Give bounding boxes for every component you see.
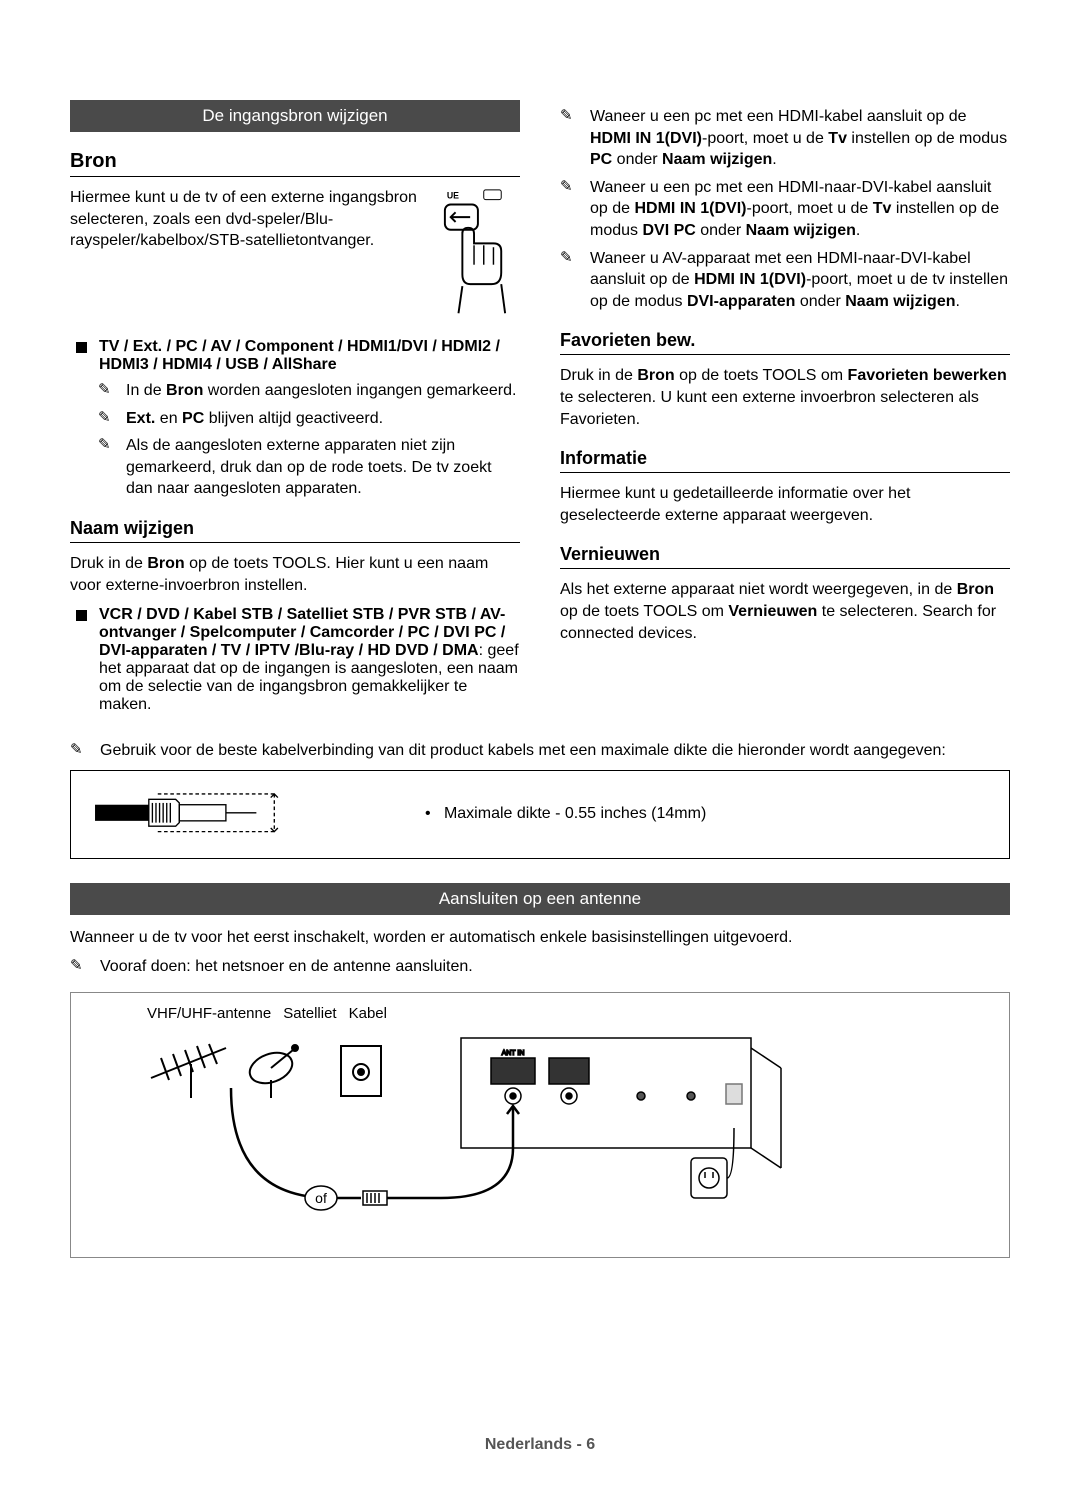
antenna-diagram-box: VHF/UHF-antenne Satelliet Kabel [70,992,1010,1258]
label-kabel: Kabel [349,1005,387,1022]
naam-device-list: VCR / DVD / Kabel STB / Satelliet STB / … [99,606,520,714]
naam-intro: Druk in de Bron op de toets TOOLS. Hier … [70,553,520,596]
informatie-body: Hiermee kunt u gedetailleerde informatie… [560,483,1010,526]
note-icon: ✎ [98,435,118,500]
bron-note-3: Als de aangesloten externe apparaten nie… [126,435,520,500]
vernieuwen-body: Als het externe apparaat niet wordt weer… [560,579,1010,644]
heading-informatie: Informatie [560,448,1010,473]
note-icon: ✎ [70,956,92,978]
antenna-note: Vooraf doen: het netsnoer en de antenne … [100,956,1010,978]
cable-note-text: Gebruik voor de beste kabelverbinding va… [100,740,1010,762]
bron-intro: Hiermee kunt u de tv of een externe inga… [70,187,420,252]
bron-note-2: Ext. en PC blijven altijd geactiveerd. [126,408,520,430]
right-note-1: Waneer u een pc met een HDMI-kabel aansl… [590,106,1010,171]
note-icon: ✎ [98,380,118,402]
cable-connector-icon [95,785,385,844]
svg-text:of: of [315,1190,327,1206]
bullet-square [76,610,87,621]
right-note-2: Waneer u een pc met een HDMI-naar-DVI-ka… [590,177,1010,242]
note-icon: ✎ [98,408,118,430]
remote-source-icon: UE [430,187,520,328]
cable-diagram-box: • Maximale dikte - 0.55 inches (14mm) [70,770,1010,859]
section-bar-input-source: De ingangsbron wijzigen [70,100,520,132]
label-vhf-uhf: VHF/UHF-antenne [147,1005,271,1022]
favorieten-body: Druk in de Bron op de toets TOOLS om Fav… [560,365,1010,430]
page-footer: Nederlands - 6 [0,1436,1080,1454]
cable-thickness-text: • Maximale dikte - 0.55 inches (14mm) [385,805,985,823]
heading-naam-wijzigen: Naam wijzigen [70,518,520,543]
svg-text:ANT IN: ANT IN [502,1050,525,1057]
note-icon: ✎ [560,106,582,171]
heading-bron: Bron [70,150,520,177]
section-bar-antenna: Aansluiten op een antenne [70,883,1010,915]
label-satelliet: Satelliet [283,1005,336,1022]
svg-text:UE: UE [447,191,459,201]
bullet-square [76,342,87,353]
antenna-diagram-icon: of ANT IN [131,1028,891,1228]
note-icon: ✎ [560,248,582,313]
heading-vernieuwen: Vernieuwen [560,544,1010,569]
note-icon: ✎ [70,740,92,762]
bron-note-1: In de Bron worden aangesloten ingangen g… [126,380,520,402]
bron-source-list: TV / Ext. / PC / AV / Component / HDMI1/… [99,338,520,374]
antenna-intro: Wanneer u de tv voor het eerst inschakel… [70,927,1010,949]
note-icon: ✎ [560,177,582,242]
heading-favorieten: Favorieten bew. [560,330,1010,355]
right-note-3: Waneer u AV-apparaat met een HDMI-naar-D… [590,248,1010,313]
